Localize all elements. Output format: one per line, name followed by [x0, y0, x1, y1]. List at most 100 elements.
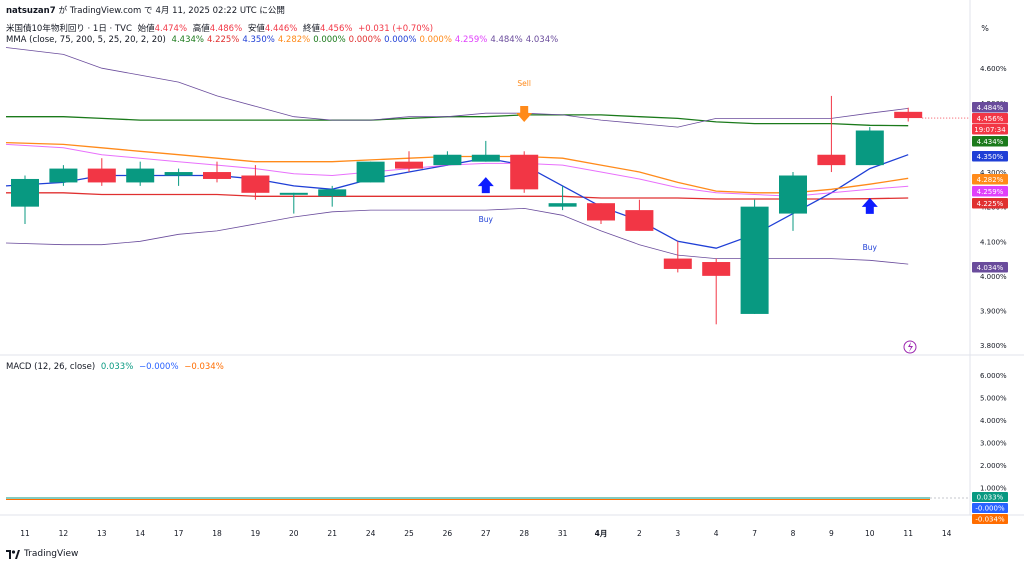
price-badge	[972, 151, 1008, 162]
x-tick-label: 8	[791, 529, 796, 538]
mma-value: 4.225%	[206, 35, 240, 45]
x-tick-label: 7	[752, 529, 757, 538]
x-tick-label: 19	[251, 529, 261, 538]
x-tick-label: 21	[327, 529, 337, 538]
candle-body[interactable]	[164, 172, 193, 176]
candle-body[interactable]	[11, 178, 39, 207]
price-tick-label: 4.000%	[980, 273, 1007, 281]
macd-label[interactable]: MACD (12, 26, close)	[6, 362, 96, 372]
candle-body[interactable]	[779, 175, 807, 214]
price-badge	[972, 174, 1008, 185]
candle-body[interactable]	[894, 111, 923, 119]
publisher-name[interactable]: natsuzan7	[6, 6, 56, 16]
mma-value: 4.434%	[171, 35, 204, 45]
macd-value-signal: −0.000%	[138, 362, 179, 372]
price-badge	[972, 136, 1008, 147]
x-tick-label: 18	[212, 529, 222, 538]
price-badge-text: 4.434%	[977, 138, 1004, 146]
buy-label: Buy	[479, 215, 494, 224]
price-badge	[972, 262, 1008, 273]
candle-body[interactable]	[203, 172, 231, 179]
close-label: 終値	[303, 24, 321, 34]
lightning-icon[interactable]	[903, 340, 917, 354]
macd-tick-label: 4.000%	[980, 417, 1007, 425]
x-tick-label: 3	[675, 529, 680, 538]
symbol-title[interactable]: 米国債10年物利回り · 1日 · TVC	[6, 24, 132, 34]
x-tick-label: 31	[558, 529, 568, 538]
price-tick-label: 4.100%	[980, 238, 1007, 246]
x-tick-label: 28	[519, 529, 529, 538]
bb-basis-line	[5, 143, 909, 197]
candle-body[interactable]	[395, 161, 423, 169]
candle-body[interactable]	[740, 206, 769, 314]
price-badge	[972, 198, 1008, 209]
candle-body[interactable]	[510, 154, 539, 190]
price-badge	[972, 186, 1008, 197]
macd-badge	[972, 514, 1008, 524]
low-value: 4.446%	[264, 24, 298, 34]
x-tick-label: 11	[903, 529, 913, 538]
percent-button[interactable]: %	[976, 22, 994, 36]
candle-body[interactable]	[126, 168, 155, 183]
mma-label[interactable]: MMA (close, 75, 200, 5, 25, 20, 2, 20)	[6, 35, 166, 45]
candle-body[interactable]	[279, 192, 308, 195]
sell-arrow-icon	[516, 105, 533, 122]
mma-value: 0.000%	[348, 35, 382, 45]
x-tick-label: 12	[59, 529, 69, 538]
macd-badge	[972, 492, 1008, 502]
price-tick-label: 3.800%	[980, 342, 1007, 350]
buy-arrow-icon	[477, 177, 494, 194]
candle-body[interactable]	[49, 168, 78, 183]
sell-label: Sell	[517, 79, 531, 88]
price-tick-label: 3.900%	[980, 307, 1007, 315]
price-badge-text: 4.225%	[977, 200, 1004, 208]
x-tick-label: 10	[865, 529, 875, 538]
macd-tick-label: 1.000%	[980, 485, 1007, 493]
bb-lower-line	[5, 207, 909, 265]
open-label: 始値	[137, 24, 155, 34]
price-badge-text: 4.034%	[977, 264, 1004, 272]
macd-tick-label: 3.000%	[980, 440, 1007, 448]
candle-body[interactable]	[471, 154, 500, 162]
candle-body[interactable]	[548, 203, 577, 207]
open-value: 4.474%	[154, 24, 188, 34]
price-badge	[972, 102, 1008, 113]
candle-body[interactable]	[587, 203, 615, 221]
lightning-icon-bolt	[908, 342, 913, 352]
publish-date: 4月 11, 2025 02:22 UTC に公開	[155, 6, 285, 16]
x-tick-label: 9	[829, 529, 834, 538]
macd-badge-text: 0.033%	[977, 494, 1004, 502]
tradingview-logo-text: TradingView	[24, 549, 79, 559]
x-tick-label: 13	[97, 529, 107, 538]
x-tick-label: 11	[20, 529, 30, 538]
mma-200-line	[6, 192, 909, 200]
x-tick-label: 14	[135, 529, 145, 538]
x-tick-label: 27	[481, 529, 491, 538]
candle-body[interactable]	[702, 262, 731, 276]
candle-body[interactable]	[241, 175, 270, 193]
candle-body[interactable]	[625, 210, 654, 231]
candle-body[interactable]	[663, 258, 692, 269]
price-tick-label: 4.600%	[980, 65, 1007, 73]
buy-arrow-icon	[861, 197, 878, 214]
macd-tick-label: 5.000%	[980, 395, 1007, 403]
candle-body[interactable]	[356, 161, 385, 183]
publisher-text: が TradingView.com で	[58, 6, 153, 16]
candle-body[interactable]	[855, 130, 884, 166]
x-tick-label: 20	[289, 529, 299, 538]
candle-body[interactable]	[817, 154, 846, 166]
candle-body[interactable]	[433, 154, 462, 166]
macd-badge-text: -0.000%	[975, 505, 1005, 513]
tradingview-logo[interactable]: TradingView	[6, 549, 78, 559]
candle-body[interactable]	[318, 189, 347, 197]
mma-25-line	[5, 141, 909, 194]
price-badge-text: 4.259%	[977, 188, 1004, 196]
macd-tick-label: 2.000%	[980, 462, 1007, 470]
x-tick-label: 24	[366, 529, 376, 538]
close-value: 4.456%	[320, 24, 353, 34]
candle-body[interactable]	[87, 168, 116, 183]
x-tick-label: 4	[714, 529, 719, 538]
x-tick-label: 2	[637, 529, 642, 538]
price-badge-text: 19:07:34	[974, 126, 1006, 134]
